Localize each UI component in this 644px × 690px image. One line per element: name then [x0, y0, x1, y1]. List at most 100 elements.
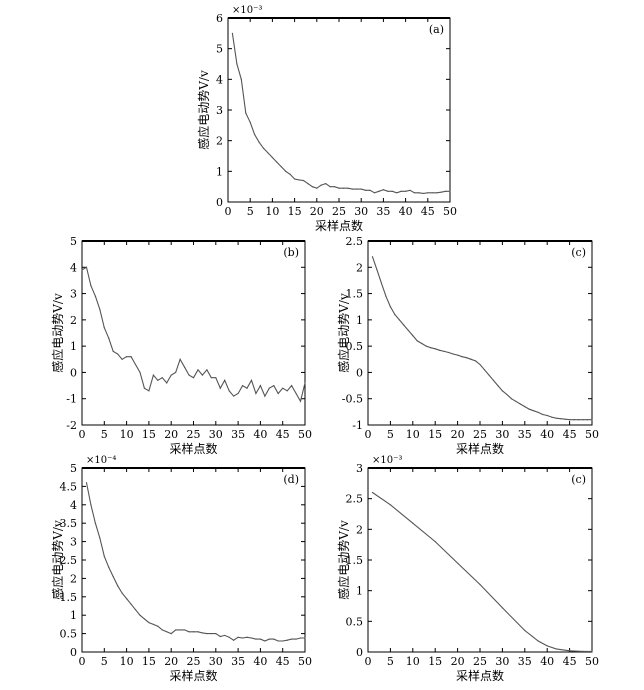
series-line: [371, 256, 592, 421]
data-point: [577, 419, 580, 421]
data-point: [268, 638, 270, 640]
y-axis-label: 感应电动势V/v: [336, 293, 351, 373]
x-tick-label: 10: [120, 655, 134, 668]
data-point: [439, 349, 441, 351]
data-point: [148, 390, 150, 392]
x-tick-label: 25: [473, 655, 487, 668]
data-point: [560, 418, 562, 420]
data-point: [134, 363, 137, 366]
data-point: [391, 190, 393, 192]
x-tick-label: 25: [332, 205, 346, 218]
x-tick-label: 10: [406, 655, 420, 668]
x-tick-label: 35: [518, 428, 532, 441]
data-point: [276, 161, 278, 163]
data-point: [555, 648, 557, 650]
data-point: [465, 357, 468, 359]
data-point: [479, 363, 481, 366]
data-point: [139, 614, 141, 616]
data-point: [103, 327, 105, 329]
data-point: [231, 32, 234, 34]
data-point: [501, 390, 503, 392]
data-point: [524, 629, 526, 632]
data-point: [277, 640, 279, 642]
x-axis-label: 采样点数: [315, 218, 363, 233]
data-point: [564, 418, 566, 420]
data-point: [237, 392, 239, 395]
data-point: [134, 609, 137, 611]
series-line: [372, 492, 592, 652]
data-point: [431, 192, 433, 194]
y-tick-label: 1.5: [346, 554, 364, 567]
data-point: [407, 329, 409, 331]
x-tick-label: 10: [406, 428, 420, 441]
data-point: [192, 631, 195, 633]
data-point: [282, 387, 284, 389]
data-point: [371, 491, 374, 494]
data-point: [99, 537, 101, 539]
y-tick-label: 4: [70, 499, 77, 512]
data-point: [389, 504, 391, 506]
x-tick-label: 45: [276, 428, 290, 441]
panel-label: (c): [571, 246, 586, 259]
data-point: [233, 639, 235, 641]
data-point: [215, 377, 217, 379]
x-tick-label: 50: [298, 428, 312, 441]
data-point: [99, 308, 101, 310]
data-point: [519, 403, 521, 405]
x-tick-label: 15: [142, 428, 156, 441]
y-tick-label: 0: [216, 196, 223, 209]
y-tick-label: 3: [70, 536, 77, 549]
data-point: [224, 634, 226, 637]
panel-label: (d): [283, 473, 299, 486]
data-point: [369, 189, 371, 191]
data-point: [376, 269, 378, 271]
data-point: [112, 350, 114, 352]
y-axis-label: 感应电动势V/v: [50, 293, 65, 373]
data-point: [259, 638, 261, 640]
y-tick-label: 0.5: [346, 340, 364, 353]
data-point: [440, 191, 442, 193]
data-point: [492, 379, 495, 381]
y-tick-label: 2: [70, 314, 77, 327]
data-point: [394, 314, 396, 316]
axis-multiplier: ×10⁻³: [232, 5, 262, 16]
x-tick-label: 40: [253, 428, 267, 441]
data-point: [582, 419, 584, 421]
data-point: [85, 482, 88, 484]
y-tick-label: 3: [356, 462, 363, 475]
x-tick-label: 30: [354, 205, 368, 218]
data-point: [246, 387, 248, 389]
data-point: [179, 358, 181, 360]
data-point: [400, 190, 402, 192]
data-point: [528, 408, 530, 410]
x-tick-label: 35: [231, 655, 245, 668]
data-point: [573, 419, 575, 421]
data-point: [117, 353, 119, 355]
x-axis-label: 采样点数: [169, 668, 217, 683]
data-point: [389, 306, 391, 308]
y-axis-label: 感应电动势V/v: [196, 70, 211, 150]
y-tick-label: 0.5: [346, 615, 364, 628]
data-point: [236, 63, 238, 65]
y-tick-label: 1: [356, 585, 363, 598]
x-tick-label: 25: [187, 428, 201, 441]
data-point: [436, 192, 438, 194]
axis-multiplier: ×10⁻⁴: [86, 455, 116, 466]
data-point: [582, 650, 584, 652]
data-point: [94, 295, 96, 297]
data-point: [320, 184, 322, 186]
y-tick-label: 5: [216, 43, 223, 56]
data-point: [533, 410, 535, 412]
data-point: [188, 374, 190, 376]
data-point: [210, 377, 212, 379]
chart-panel-0: 0 5 10 15 20 25 30 35 40 45 500123456(a)×10⁻³采样点数感…: [196, 5, 457, 233]
data-point: [501, 607, 503, 609]
x-tick-label: 30: [495, 428, 509, 441]
y-tick-label: 5: [70, 235, 77, 248]
data-point: [206, 369, 208, 371]
data-point: [427, 192, 429, 194]
data-point: [94, 522, 96, 524]
series-line: [85, 482, 305, 642]
data-point: [210, 633, 212, 635]
y-tick-label: 5: [70, 462, 77, 475]
